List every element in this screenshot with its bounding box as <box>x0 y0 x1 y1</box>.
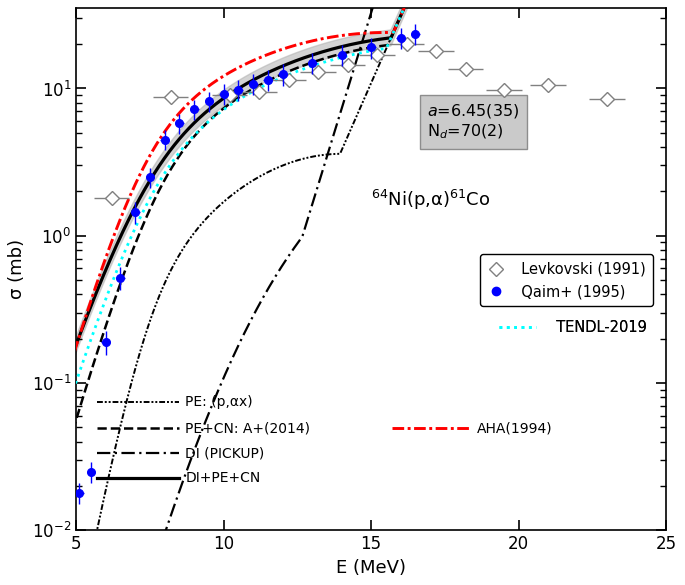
Text: PE+CN: A+(2014): PE+CN: A+(2014) <box>186 421 310 435</box>
Text: $a$=6.45(35)
N$_d$=70(2): $a$=6.45(35) N$_d$=70(2) <box>427 102 519 142</box>
Text: DI+PE+CN: DI+PE+CN <box>186 471 260 485</box>
Text: PE: (p,αx): PE: (p,αx) <box>186 395 253 410</box>
Text: DI (PICKUP): DI (PICKUP) <box>186 446 264 460</box>
Text: AHA(1994): AHA(1994) <box>477 421 553 435</box>
Y-axis label: σ (mb): σ (mb) <box>8 239 26 300</box>
Text: $^{64}$Ni(p,α)$^{61}$Co: $^{64}$Ni(p,α)$^{61}$Co <box>371 188 490 212</box>
Legend:   TENDL-2019: TENDL-2019 <box>493 315 653 341</box>
X-axis label: E (MeV): E (MeV) <box>336 559 406 577</box>
